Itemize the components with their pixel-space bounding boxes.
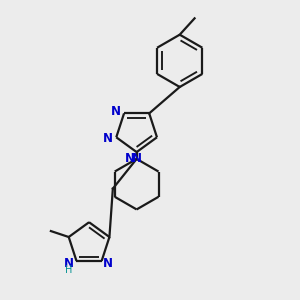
Text: N: N: [103, 132, 113, 145]
Text: N: N: [132, 152, 142, 165]
Text: N: N: [125, 152, 135, 165]
Text: N: N: [111, 105, 121, 119]
Text: N: N: [103, 257, 112, 270]
Text: N: N: [64, 257, 74, 270]
Text: H: H: [65, 266, 73, 275]
